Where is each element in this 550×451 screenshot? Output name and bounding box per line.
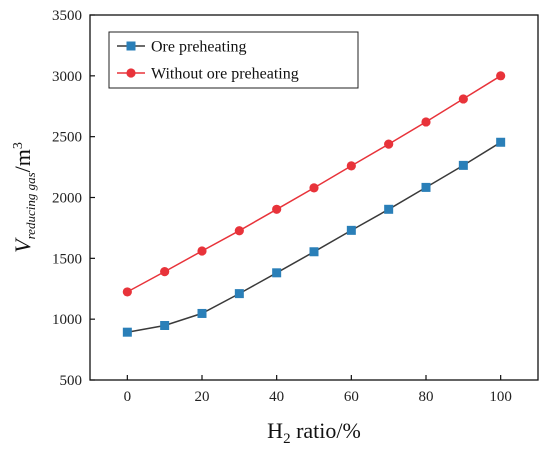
data-point-circle (234, 226, 244, 236)
data-point-circle (346, 161, 356, 171)
y-tick-label: 3500 (52, 8, 82, 24)
x-tick-label: 0 (124, 389, 132, 405)
data-point-circle (197, 246, 207, 256)
y-tick-label: 2500 (52, 130, 82, 146)
series-layer (122, 71, 506, 337)
x-axis-title-main: H (267, 418, 283, 443)
data-point-square (384, 204, 394, 214)
data-point-square (421, 182, 431, 192)
x-axis-title: H2 ratio/% (267, 418, 361, 447)
data-point-square (309, 247, 319, 257)
series-1 (122, 137, 506, 337)
data-point-square (458, 160, 468, 170)
x-tick-label: 40 (269, 389, 284, 405)
x-tick-label: 20 (195, 389, 210, 405)
legend-label: Ore preheating (151, 39, 247, 56)
data-point-square (272, 268, 282, 278)
data-point-square (496, 137, 506, 147)
y-tick-label: 500 (60, 373, 83, 389)
data-point-square (122, 327, 132, 337)
y-axis-title-rest: /m (10, 149, 35, 172)
data-point-circle (421, 117, 431, 127)
y-axis-title-main: V (10, 237, 35, 253)
y-axis-title: Vreducing gas/m3 (10, 142, 38, 253)
legend: Ore preheating Without ore preheating (108, 31, 359, 89)
x-tick-label: 60 (344, 389, 359, 405)
y-tick-label: 2000 (52, 191, 82, 207)
data-point-circle (272, 204, 282, 214)
legend-label: Without ore preheating (151, 66, 299, 83)
axis-titles: H2 ratio/% Vreducing gas/m3 (10, 142, 361, 447)
series-line (127, 141, 502, 333)
data-point-circle (458, 94, 468, 104)
legend-marker-square (126, 41, 136, 51)
data-point-circle (160, 266, 170, 277)
y-tick-label: 1500 (52, 251, 82, 267)
legend-box (108, 31, 359, 89)
y-tick-label: 1000 (52, 312, 82, 328)
series-2 (122, 71, 506, 297)
x-tick-label: 80 (419, 389, 434, 405)
x-axis-title-subscript: 2 (283, 431, 291, 447)
axes: 0 20 40 60 80 100 500 1000 1500 2000 2500 3000 3500 (52, 8, 539, 405)
y-axis-title-subscript: reducing gas (23, 172, 38, 239)
data-point-circle (496, 71, 506, 81)
data-point-square (197, 308, 207, 318)
data-point-circle (122, 287, 132, 297)
y-axis-title-superscript: 3 (11, 142, 26, 149)
data-point-square (346, 225, 356, 235)
y-tick-label: 3000 (52, 69, 82, 85)
data-point-square (234, 289, 244, 299)
data-point-circle (309, 183, 319, 193)
data-point-square (160, 320, 170, 330)
x-tick-label: 100 (489, 389, 512, 405)
x-axis-title-rest: ratio/% (291, 418, 361, 443)
data-point-circle (384, 139, 394, 149)
legend-marker-circle (126, 68, 136, 78)
